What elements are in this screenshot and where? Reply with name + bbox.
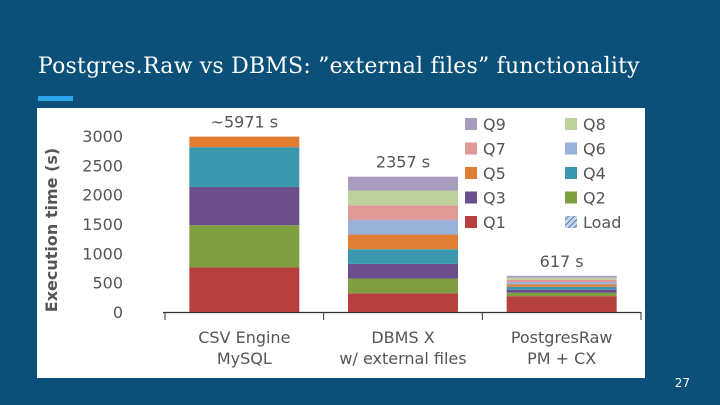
bar-q8-cat-2 — [506, 277, 617, 280]
y-tick-label-500: 500 — [92, 274, 123, 293]
bar-total-label-1: 2357 s — [376, 153, 430, 172]
legend-label-load: Load — [583, 213, 621, 232]
bar-q5-cat-1 — [348, 234, 458, 250]
bar-q4-cat-2 — [506, 286, 617, 290]
bar-q5-cat-0 — [189, 136, 300, 148]
y-axis-label: Execution time (s) — [42, 148, 61, 312]
bar-q5-cat-2 — [506, 284, 617, 287]
y-tick-label-1500: 1500 — [82, 215, 123, 234]
legend-label-q3: Q3 — [483, 189, 506, 208]
bar-q7-cat-1 — [348, 205, 458, 220]
bar-q4-cat-1 — [348, 249, 458, 264]
bar-total-label-0: ~5971 s — [211, 113, 279, 132]
legend-swatch-q8 — [565, 118, 577, 130]
bar-q9-cat-2 — [506, 275, 617, 278]
y-tick-label-3000: 3000 — [82, 127, 123, 146]
bar-q1-cat-0 — [189, 267, 300, 312]
x-tick-label-1-line-0: DBMS X — [371, 328, 434, 347]
legend-label-q4: Q4 — [583, 164, 606, 183]
y-tick-label-0: 0 — [113, 303, 123, 322]
bar-q7-cat-2 — [506, 279, 617, 283]
legend-label-q9: Q9 — [483, 115, 506, 134]
legend-swatch-q9 — [465, 118, 477, 130]
legend-swatch-q6 — [565, 142, 577, 155]
bar-q6-cat-2 — [506, 282, 617, 285]
bar-q2-cat-2 — [506, 292, 617, 297]
legend-swatch-q5 — [465, 167, 477, 179]
x-tick-label-0-line-1: MySQL — [217, 349, 272, 368]
x-tick-label-1-line-1: w/ external files — [339, 349, 466, 368]
legend-swatch-q2 — [565, 191, 577, 204]
title-accent-bar — [38, 96, 73, 101]
legend-label-q2: Q2 — [583, 189, 606, 208]
legend-swatch-load — [565, 216, 577, 228]
bar-q3-cat-2 — [506, 289, 617, 293]
legend-swatch-q4 — [565, 167, 577, 179]
bar-q4-cat-0 — [189, 147, 300, 188]
bar-total-label-2: 617 s — [540, 252, 584, 271]
bar-q3-cat-0 — [189, 187, 300, 226]
bar-q3-cat-1 — [348, 263, 458, 279]
bar-q2-cat-0 — [189, 225, 300, 268]
legend-swatch-q7 — [465, 142, 477, 155]
bar-q9-cat-1 — [348, 176, 458, 191]
x-tick-label-2-line-0: PostgresRaw — [511, 328, 613, 347]
bar-q2-cat-1 — [348, 278, 458, 294]
legend-swatch-q3 — [465, 191, 477, 204]
chart-panel: Execution time (s) 0 500 1000 1500 2000 2500 30… — [37, 108, 645, 378]
legend-swatch-q1 — [465, 216, 477, 228]
bar-q1-cat-2 — [506, 296, 617, 312]
legend-label-q5: Q5 — [483, 164, 506, 183]
y-tick-label-1000: 1000 — [82, 244, 123, 263]
legend-label-q1: Q1 — [483, 213, 506, 232]
page-number: 27 — [674, 376, 690, 390]
x-tick-label-2-line-1: PM + CX — [527, 349, 596, 368]
slide-title: Postgres.Raw vs DBMS: ”external files” f… — [38, 54, 640, 79]
legend-label-q8: Q8 — [583, 115, 606, 134]
legend-label-q7: Q7 — [483, 140, 506, 159]
bar-q1-cat-1 — [348, 293, 458, 312]
x-tick-label-0-line-0: CSV Engine — [198, 328, 290, 347]
y-tick-label-2000: 2000 — [82, 186, 123, 205]
y-tick-label-2500: 2500 — [82, 156, 123, 175]
bar-q8-cat-1 — [348, 190, 458, 206]
stacked-bar-chart: Execution time (s) 0 500 1000 1500 2000 2500 30… — [42, 113, 642, 368]
bar-q6-cat-1 — [348, 219, 458, 235]
legend-label-q6: Q6 — [583, 140, 606, 159]
